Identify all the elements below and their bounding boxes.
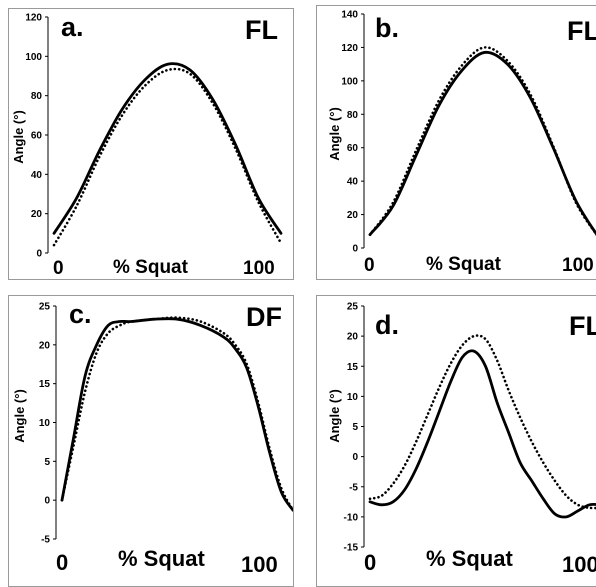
chart-svg: 0 20 40 60 80 100 120 140 Angle (°) <box>327 10 596 255</box>
y-tick-label: -5 <box>349 482 358 493</box>
y-tick-label: 80 <box>347 110 359 121</box>
y-tick-label: 40 <box>347 177 359 188</box>
x-tick-label-end: 100 <box>562 255 594 276</box>
y-tick-label: 120 <box>25 13 42 24</box>
y-axis-label: Angle (°) <box>327 107 342 161</box>
y-tick-label: 20 <box>347 210 359 221</box>
x-tick-label-start: 0 <box>364 550 377 575</box>
x-tick-label-end: 100 <box>241 552 278 577</box>
series-line-solid <box>368 50 596 237</box>
x-axis-label: % Squat <box>118 546 205 571</box>
series-line-dotted <box>368 334 596 510</box>
chart-svg: 0 20 40 60 80 100 120 Angle (°) <box>11 13 283 260</box>
y-tick-label: 10 <box>347 392 359 403</box>
y-axis-label: Angle (°) <box>327 389 342 443</box>
panel-letter: d. <box>375 310 399 340</box>
x-axis-label: % Squat <box>426 254 501 275</box>
series-line-solid <box>52 62 283 235</box>
series-line-dotted <box>60 316 293 512</box>
y-tick-label: 15 <box>39 379 51 390</box>
motion-label: DF <box>246 302 282 332</box>
x-axis-label: % Squat <box>113 257 188 278</box>
y-tick-label: 20 <box>347 332 359 343</box>
y-tick-label: 0 <box>36 249 42 260</box>
y-tick-label: 40 <box>31 170 43 181</box>
y-axis-label: Angle (°) <box>12 389 27 443</box>
y-tick-label: -10 <box>344 512 359 523</box>
y-tick-label: 0 <box>352 452 358 463</box>
y-tick-label: 5 <box>44 457 50 468</box>
panel-b: 0 20 40 60 80 100 120 140 Angle (°) b. FL 0 100 % Squ… <box>316 5 596 280</box>
y-tick-label: 25 <box>347 302 359 313</box>
motion-label: FL <box>567 16 596 46</box>
motion-label: FL <box>245 15 278 45</box>
panel-d: -15 -10 -5 0 5 10 15 20 25 Angle (°) d. FL 0 100 % Squ… <box>316 295 596 587</box>
panel-letter: c. <box>69 299 92 329</box>
x-tick-label-end: 100 <box>562 552 596 577</box>
y-tick-label: 60 <box>347 143 359 154</box>
y-tick-label: 80 <box>31 91 43 102</box>
y-tick-label: -5 <box>41 535 50 546</box>
panel-a: 0 20 40 60 80 100 120 Angle (°) a. FL 0 100 % Squat <box>8 8 294 280</box>
series-line-dotted <box>52 67 283 247</box>
y-tick-label: 0 <box>352 244 358 255</box>
y-axis-label: Angle (°) <box>11 110 26 164</box>
panel-letter: a. <box>61 12 84 42</box>
series-line-dotted <box>368 46 596 236</box>
chart-svg: -15 -10 -5 0 5 10 15 20 25 Angle (°) <box>327 302 596 554</box>
panel-letter: b. <box>375 13 399 43</box>
y-tick-label: 140 <box>341 10 358 21</box>
y-tick-label: 20 <box>39 340 51 351</box>
panel-c: -5 0 5 10 15 20 25 Angle (°) c. DF 0 100 % Squat <box>8 295 294 587</box>
x-tick-label-start: 0 <box>56 550 69 575</box>
y-tick-label: 120 <box>341 43 358 54</box>
x-tick-label-start: 0 <box>364 255 375 276</box>
y-tick-label: 100 <box>341 76 358 87</box>
y-tick-label: 0 <box>44 496 50 507</box>
y-tick-label: -15 <box>344 543 359 554</box>
x-tick-label-end: 100 <box>243 258 275 279</box>
y-tick-label: 5 <box>352 422 358 433</box>
y-tick-label: 25 <box>39 302 51 313</box>
y-tick-label: 60 <box>31 131 43 142</box>
x-axis-label: % Squat <box>426 546 513 571</box>
series-line-solid <box>60 317 293 512</box>
series-line-solid <box>368 349 596 519</box>
y-tick-label: 10 <box>39 418 51 429</box>
motion-label: FL <box>569 311 596 341</box>
chart-svg: -5 0 5 10 15 20 25 Angle (°) <box>12 302 293 546</box>
x-tick-label-start: 0 <box>53 258 64 279</box>
y-tick-label: 15 <box>347 362 359 373</box>
y-tick-label: 20 <box>31 209 43 220</box>
y-tick-label: 100 <box>25 52 42 63</box>
